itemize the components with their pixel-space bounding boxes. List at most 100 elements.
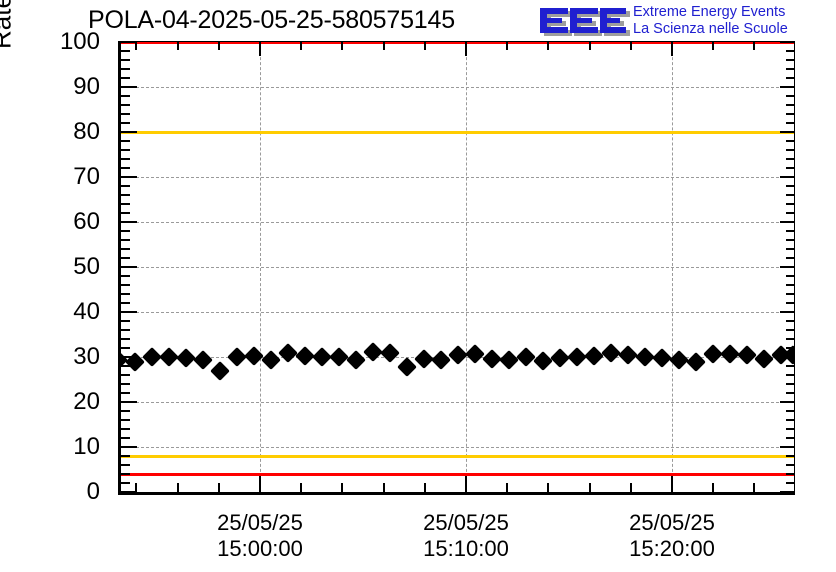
y-axis-right-minor-tick <box>786 419 794 421</box>
y-axis-major-tick <box>121 221 137 223</box>
y-axis-minor-tick <box>121 113 130 115</box>
x-axis-minor-tick <box>341 483 344 492</box>
upper-yellow-warning-line <box>121 131 794 134</box>
y-axis-minor-tick <box>121 212 130 214</box>
page-title: POLA-04-2025-05-25-580575145 <box>88 6 455 34</box>
x-axis-major-tick <box>259 476 261 492</box>
y-axis-right-minor-tick <box>786 113 794 115</box>
y-axis-right-minor-tick <box>786 158 794 160</box>
y-axis-right-minor-tick <box>786 68 794 70</box>
y-axis-right-major-tick <box>780 42 794 43</box>
y-axis-minor-tick <box>121 239 130 241</box>
x-axis-top-minor-tick <box>300 42 303 50</box>
x-axis-top-major-tick <box>259 42 261 56</box>
y-axis-right-major-tick <box>780 221 794 223</box>
y-axis-right-major-tick <box>780 491 794 492</box>
y-axis-minor-tick <box>121 482 130 484</box>
y-axis-minor-tick <box>121 302 130 304</box>
y-axis-minor-tick <box>121 455 130 457</box>
y-axis-minor-tick <box>121 122 130 124</box>
y-axis-right-minor-tick <box>786 482 794 484</box>
x-axis-major-tick <box>465 476 467 492</box>
y-axis-right-minor-tick <box>786 410 794 412</box>
horizontal-gridline <box>121 447 794 448</box>
y-axis-right-minor-tick <box>786 455 794 457</box>
y-axis-minor-tick <box>121 419 130 421</box>
y-axis-right-minor-tick <box>786 149 794 151</box>
y-axis-title-pre: Rate of events with X <box>0 0 17 49</box>
y-axis-minor-tick <box>121 275 130 277</box>
horizontal-gridline <box>121 267 794 268</box>
y-axis-major-tick <box>121 176 137 178</box>
y-axis-right-minor-tick <box>786 473 794 475</box>
y-axis-minor-tick <box>121 257 130 259</box>
x-axis-minor-tick <box>382 483 385 492</box>
y-axis-minor-tick <box>121 203 130 205</box>
x-axis-tick-label: 25/05/25 15:00:00 <box>217 510 303 561</box>
y-axis-right-minor-tick <box>786 293 794 295</box>
y-axis-minor-tick <box>121 185 130 187</box>
y-axis-tick-label: 10 <box>73 433 100 460</box>
y-axis-right-minor-tick <box>786 374 794 376</box>
y-axis-right-minor-tick <box>786 392 794 394</box>
x-axis-top-minor-tick <box>629 42 632 50</box>
x-axis-top-minor-tick <box>176 42 179 50</box>
x-axis-minor-tick <box>712 483 715 492</box>
horizontal-gridline <box>121 312 794 313</box>
y-axis-minor-tick <box>121 383 130 385</box>
x-axis-minor-tick <box>629 483 632 492</box>
x-axis-tick-label: 25/05/25 15:20:00 <box>629 510 715 561</box>
y-axis-minor-tick <box>121 158 130 160</box>
y-axis-tick-label: 0 <box>86 478 100 505</box>
y-axis-right-minor-tick <box>786 257 794 259</box>
y-axis-right-minor-tick <box>786 329 794 331</box>
y-axis-right-minor-tick <box>786 230 794 232</box>
x-axis-top-minor-tick <box>547 42 550 50</box>
y-axis-minor-tick <box>121 140 130 142</box>
y-axis-minor-tick <box>121 365 130 367</box>
horizontal-gridline <box>121 177 794 178</box>
y-axis-right-minor-tick <box>786 428 794 430</box>
y-axis-tick-label: 70 <box>73 163 100 190</box>
y-axis-minor-tick <box>121 95 130 97</box>
eee-logo: Extreme Energy Events La Scienza nelle S… <box>537 4 833 40</box>
y-axis-right-minor-tick <box>786 203 794 205</box>
y-axis-tick-label: 60 <box>73 208 100 235</box>
y-axis-right-major-tick <box>780 266 794 268</box>
y-axis-major-tick <box>121 491 137 492</box>
y-axis-right-major-tick <box>780 401 794 403</box>
y-axis-minor-tick <box>121 59 130 61</box>
plot-area <box>121 42 794 492</box>
y-axis-right-minor-tick <box>786 302 794 304</box>
lower-yellow-warning-line <box>121 455 794 458</box>
y-axis-major-tick <box>121 266 137 268</box>
y-axis-right-minor-tick <box>786 167 794 169</box>
y-axis-minor-tick <box>121 347 130 349</box>
y-axis-minor-tick <box>121 473 130 475</box>
y-axis-right-minor-tick <box>786 464 794 466</box>
y-axis-minor-tick <box>121 338 130 340</box>
vertical-gridline <box>260 42 261 492</box>
lower-red-limit-line <box>121 473 794 476</box>
y-axis-right-minor-tick <box>786 437 794 439</box>
x-axis-minor-tick <box>176 483 179 492</box>
x-axis-top-minor-tick <box>135 42 138 50</box>
y-axis-major-tick <box>121 401 137 403</box>
y-axis-major-tick <box>121 42 137 43</box>
eee-logo-line1: Extreme Energy Events <box>633 4 786 20</box>
x-axis-minor-tick <box>753 483 756 492</box>
x-axis-minor-tick <box>135 483 138 492</box>
y-axis-tick-label: 80 <box>73 118 100 145</box>
y-axis-right-minor-tick <box>786 95 794 97</box>
y-axis-minor-tick <box>121 320 130 322</box>
x-axis-top-minor-tick <box>506 42 509 50</box>
y-axis-right-minor-tick <box>786 275 794 277</box>
y-axis-major-tick <box>121 446 137 448</box>
upper-red-limit-line <box>121 42 794 44</box>
x-axis-top-minor-tick <box>423 42 426 50</box>
y-axis-right-minor-tick <box>786 239 794 241</box>
y-axis-minor-tick <box>121 104 130 106</box>
y-axis-minor-tick <box>121 230 130 232</box>
y-axis-minor-tick <box>121 392 130 394</box>
y-axis-tick-label: 40 <box>73 298 100 325</box>
